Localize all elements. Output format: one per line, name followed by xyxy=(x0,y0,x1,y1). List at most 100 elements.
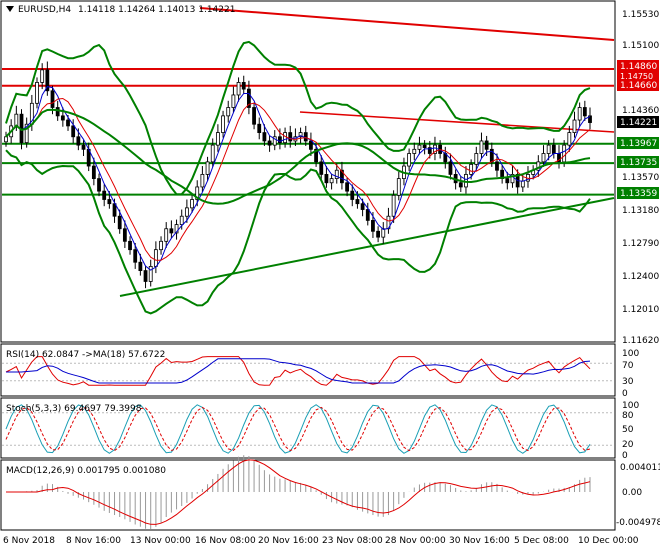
price-tick: 1.15100 xyxy=(622,41,659,51)
price-plot-layer xyxy=(2,7,615,315)
bear-candle xyxy=(365,209,370,221)
rsi-panel[interactable] xyxy=(0,343,616,397)
current-price-tag-bg xyxy=(617,116,659,128)
macd-tick: 0.004011 xyxy=(620,463,660,473)
macd-axis: 0.004011 0.00 -0.004978 xyxy=(616,463,660,528)
bear-candle xyxy=(71,125,76,138)
descending-resistance-trendline xyxy=(199,7,615,41)
bear-candle xyxy=(257,123,262,133)
bull-candle xyxy=(14,113,19,127)
bear-candle xyxy=(169,228,174,234)
level-tag-bg xyxy=(617,72,659,80)
macd-signal-line xyxy=(6,459,591,525)
rsi-axis: 100 70 30 0 xyxy=(622,349,639,399)
bull-candle xyxy=(215,132,220,146)
upper-envelope xyxy=(5,40,591,196)
bull-candle xyxy=(190,199,194,209)
bear-candle xyxy=(484,140,489,150)
bull-candle xyxy=(148,266,153,282)
bear-candle xyxy=(448,161,453,175)
level-tag-bg xyxy=(617,137,659,149)
lower-envelope xyxy=(5,149,591,315)
bear-candle xyxy=(288,132,293,142)
ascending-support-trendline xyxy=(119,197,615,297)
symbol-triangle-icon xyxy=(6,6,14,12)
ohlc-readout: 1.14118 1.14264 1.14013 1.14221 xyxy=(78,5,235,15)
bear-candle xyxy=(133,249,138,263)
macd-tick: 0.00 xyxy=(622,488,642,498)
price-tick: 1.12400 xyxy=(622,272,659,282)
bear-candle xyxy=(50,90,55,108)
bull-candle xyxy=(577,107,582,121)
stoch-axis: 100 80 50 20 0 xyxy=(622,401,639,461)
bull-candle xyxy=(407,153,412,167)
time-axis[interactable]: 6 Nov 2018 8 Nov 16:00 13 Nov 00:00 16 N… xyxy=(3,536,639,546)
time-tick: 8 Nov 16:00 xyxy=(66,536,121,546)
rsi-line xyxy=(5,356,591,386)
bear-candle xyxy=(422,144,427,149)
level-tag-bg xyxy=(617,79,659,91)
bull-candle xyxy=(35,82,39,104)
bull-candle xyxy=(40,69,45,83)
price-tick: 1.13180 xyxy=(622,206,659,216)
price-axis[interactable]: 1.15530 1.15100 1.14360 1.13570 1.13180 … xyxy=(622,10,659,346)
bear-candle xyxy=(495,161,499,171)
bull-candle xyxy=(541,153,546,163)
current-price-tag-text: 1.14221 xyxy=(620,118,657,128)
bear-candle xyxy=(81,144,86,150)
bear-candle xyxy=(102,190,107,200)
time-tick: 13 Nov 00:00 xyxy=(130,536,191,546)
bear-candle xyxy=(505,178,510,184)
stoch-tick: 80 xyxy=(622,411,634,421)
bear-candle xyxy=(324,174,329,184)
bear-candle xyxy=(45,69,50,92)
bear-candle xyxy=(60,115,65,121)
bear-candle xyxy=(458,182,463,188)
level-tag-bg xyxy=(617,187,659,199)
bull-candle xyxy=(226,107,231,117)
bear-candle xyxy=(241,82,246,90)
rsi-label: RSI(14) 62.0847 ->MA(18) 57.6722 xyxy=(6,350,165,360)
bull-candle xyxy=(24,123,29,144)
bear-candle xyxy=(303,132,308,142)
indicator-plot-layer xyxy=(2,356,614,529)
bull-candle xyxy=(562,144,567,163)
bull-candle xyxy=(153,249,158,267)
price-tick: 1.15530 xyxy=(622,10,659,20)
bear-candle xyxy=(97,178,101,192)
time-tick: 28 Nov 00:00 xyxy=(385,536,446,546)
bear-candle xyxy=(267,140,272,146)
bear-candle xyxy=(314,148,318,163)
bull-candle xyxy=(567,132,572,146)
bear-candle xyxy=(350,190,355,200)
bull-candle xyxy=(536,161,541,171)
bear-candle xyxy=(319,161,324,175)
bull-candle xyxy=(174,224,179,234)
bull-candle xyxy=(200,174,205,188)
bear-candle xyxy=(309,140,313,150)
bear-candle xyxy=(278,136,282,144)
bull-candle xyxy=(329,178,334,184)
time-tick: 6 Nov 2018 xyxy=(3,536,55,546)
bull-candle xyxy=(520,180,525,188)
stoch-tick: 20 xyxy=(622,440,634,450)
level-tag-bg xyxy=(617,60,659,72)
stoch-label: Stoch(5,3,3) 69.4697 79.3998 xyxy=(6,404,142,414)
time-tick: 10 Dec 00:00 xyxy=(578,536,639,546)
time-tick: 23 Nov 08:00 xyxy=(322,536,383,546)
time-tick: 20 Nov 16:00 xyxy=(258,536,319,546)
macd-panel[interactable] xyxy=(0,459,616,531)
level-tag-text: 1.13735 xyxy=(620,158,657,168)
rsi-tick: 100 xyxy=(622,349,639,359)
bear-candle xyxy=(76,136,81,146)
price-tick: 1.12010 xyxy=(622,305,659,315)
bear-candle xyxy=(360,203,365,210)
bull-candle xyxy=(272,136,277,146)
bull-candle xyxy=(417,144,422,150)
stoch-tick: 100 xyxy=(622,401,639,411)
bear-candle xyxy=(66,119,70,127)
bull-candle xyxy=(334,169,339,179)
bear-candle xyxy=(262,132,267,142)
